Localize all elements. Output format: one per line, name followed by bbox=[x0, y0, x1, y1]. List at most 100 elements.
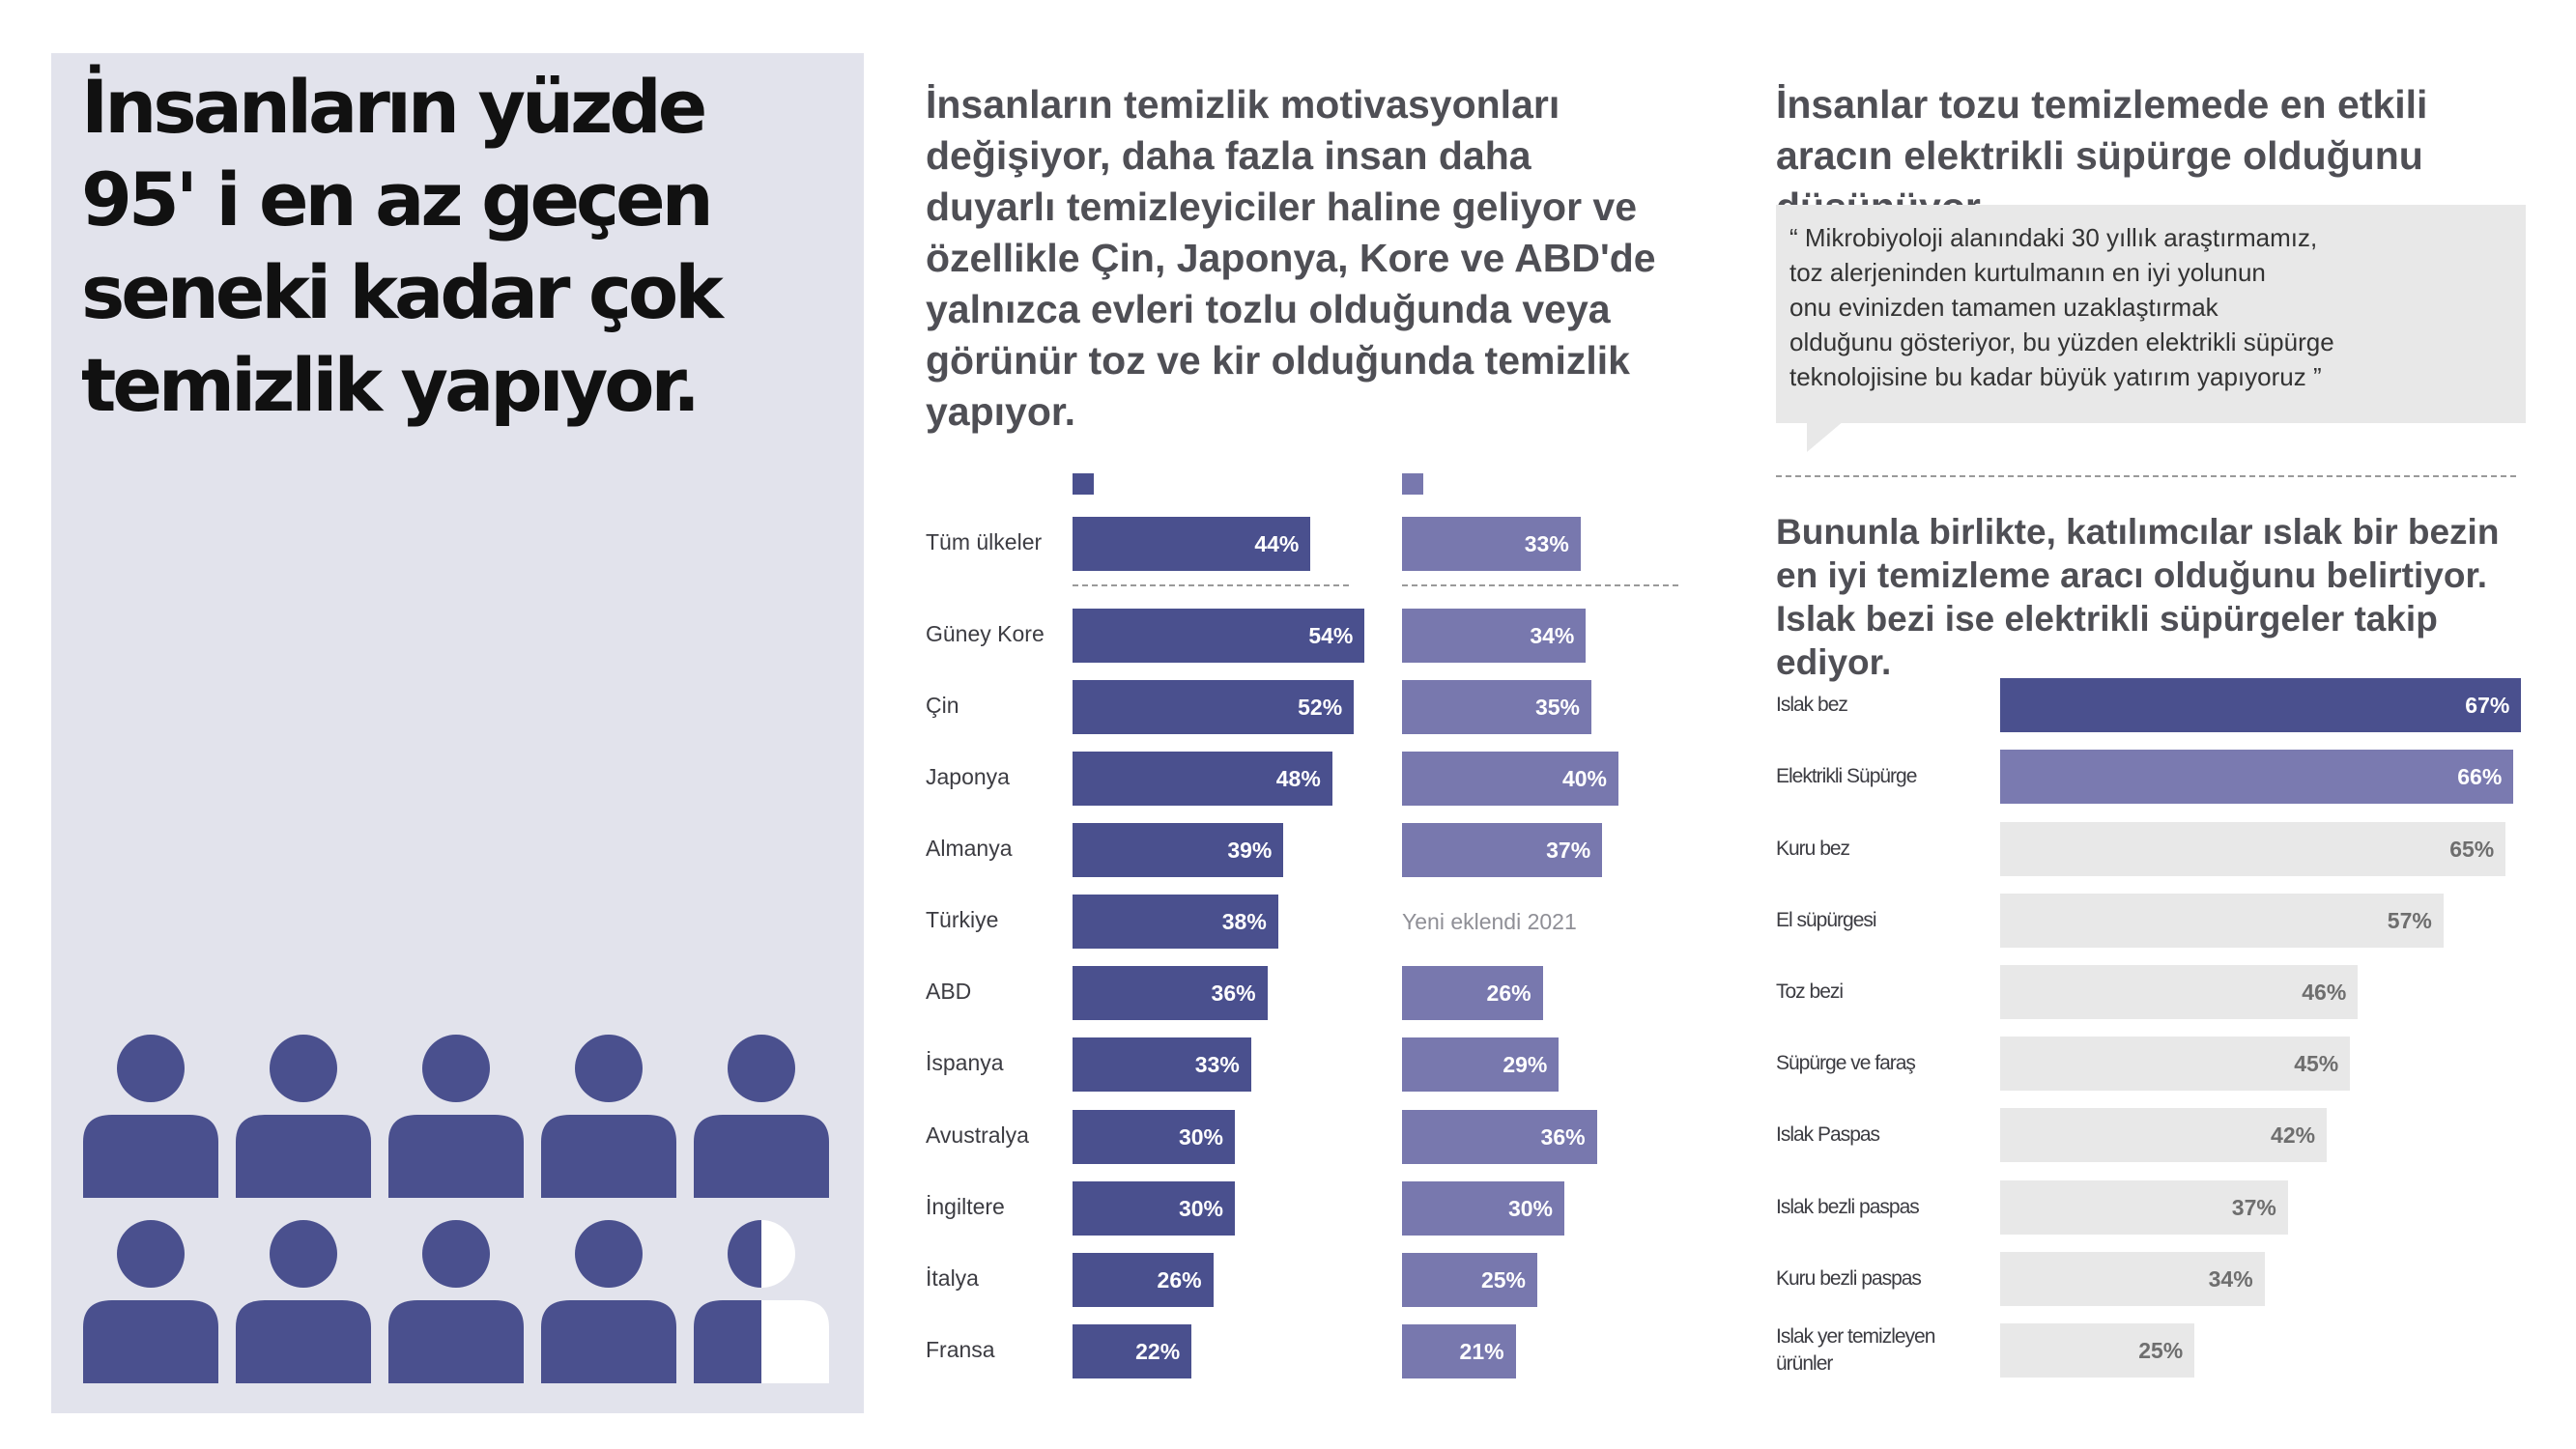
category-label: İtalya bbox=[926, 1265, 979, 1291]
category-label: Türkiye bbox=[926, 907, 999, 932]
bar-series-1 bbox=[1073, 517, 1311, 571]
tool-bar bbox=[2000, 965, 2359, 1019]
category-label: Almanya bbox=[926, 836, 1013, 861]
person-icon bbox=[694, 1034, 829, 1198]
data-label: 38% bbox=[1221, 909, 1267, 934]
divider-series-1 bbox=[1073, 584, 1349, 586]
category-label: Islak Paspas bbox=[1776, 1123, 1880, 1146]
right-divider bbox=[1776, 475, 2516, 477]
data-label: 33% bbox=[1524, 531, 1569, 556]
data-label: 33% bbox=[1194, 1052, 1240, 1077]
tool-bar bbox=[2000, 1180, 2288, 1235]
legend-series-2-swatch bbox=[1402, 473, 1423, 495]
data-label: 36% bbox=[1211, 980, 1256, 1006]
person-icon bbox=[541, 1219, 676, 1383]
category-label: Toz bezi bbox=[1776, 980, 1844, 1003]
category-label: Japonya bbox=[926, 764, 1010, 789]
data-label: 42% bbox=[2271, 1122, 2316, 1148]
new-note: Yeni eklendi 2021 bbox=[1402, 909, 1577, 934]
bar-series-1 bbox=[1073, 609, 1365, 663]
bar-series-1 bbox=[1073, 966, 1268, 1020]
data-label: 21% bbox=[1459, 1339, 1504, 1364]
person-icon bbox=[541, 1034, 676, 1198]
data-label: 39% bbox=[1227, 838, 1273, 863]
data-label: 22% bbox=[1135, 1339, 1181, 1364]
bar-series-1 bbox=[1073, 1181, 1235, 1236]
category-label: Çin bbox=[926, 693, 959, 718]
category-label: İspanya bbox=[926, 1050, 1004, 1075]
category-label: Islak bezli paspas bbox=[1776, 1196, 1920, 1218]
tool-bar bbox=[2000, 822, 2506, 876]
person-icon bbox=[83, 1034, 218, 1198]
bar-series-2 bbox=[1402, 1110, 1597, 1164]
data-label: 44% bbox=[1254, 531, 1300, 556]
bar-series-1 bbox=[1073, 752, 1332, 806]
category-label: Fransa bbox=[926, 1337, 995, 1362]
bar-series-2 bbox=[1402, 1253, 1537, 1307]
tool-bar bbox=[2000, 1323, 2195, 1378]
category-label: İngiltere bbox=[926, 1194, 1005, 1219]
tool-bar bbox=[2000, 1252, 2265, 1306]
data-label: 25% bbox=[1480, 1267, 1526, 1293]
legend-series-1-swatch bbox=[1073, 473, 1094, 495]
category-label: Güney Kore bbox=[926, 621, 1045, 646]
data-label: 34% bbox=[1530, 623, 1575, 648]
data-label: 30% bbox=[1178, 1196, 1223, 1221]
category-label: Kuru bez bbox=[1776, 838, 1850, 860]
category-label: Kuru bezli paspas bbox=[1776, 1267, 1922, 1290]
bar-series-1 bbox=[1073, 1324, 1192, 1378]
bar-series-1 bbox=[1073, 1037, 1251, 1092]
data-label: 46% bbox=[2302, 980, 2347, 1005]
right-title: İnsanlar tozu temizlemede en etkili arac… bbox=[1776, 82, 2428, 229]
data-label: 35% bbox=[1534, 695, 1580, 720]
category-label: ABD bbox=[926, 979, 972, 1004]
person-icon bbox=[83, 1219, 218, 1383]
data-label: 52% bbox=[1298, 695, 1343, 720]
data-label: 37% bbox=[1546, 838, 1591, 863]
data-label: 67% bbox=[2465, 693, 2510, 718]
bar-series-2 bbox=[1402, 517, 1581, 571]
person-icon bbox=[236, 1219, 371, 1383]
quote-box bbox=[1776, 205, 2526, 423]
data-label: 65% bbox=[2449, 837, 2495, 862]
divider-series-2 bbox=[1402, 584, 1678, 586]
bar-series-2 bbox=[1402, 1324, 1516, 1378]
data-label: 26% bbox=[1486, 980, 1531, 1006]
person-icon bbox=[236, 1034, 371, 1198]
category-label: Islak yer temizleyen ürünler bbox=[1776, 1325, 1935, 1375]
category-label: Tüm ülkeler bbox=[926, 529, 1043, 554]
middle-title: İnsanların temizlik motivasyonları değiş… bbox=[926, 82, 1656, 434]
bar-series-1 bbox=[1073, 680, 1355, 734]
tool-bar bbox=[2000, 894, 2444, 948]
data-label: 57% bbox=[2387, 908, 2432, 933]
left-panel: İnsanların yüzde 95' i en az geçen senek… bbox=[51, 53, 864, 1413]
category-label: Avustralya bbox=[926, 1122, 1029, 1148]
data-label: 26% bbox=[1157, 1267, 1202, 1293]
bar-series-2 bbox=[1402, 823, 1603, 877]
tool-bar bbox=[2000, 750, 2514, 804]
data-label: 66% bbox=[2457, 764, 2503, 789]
bar-series-1 bbox=[1073, 895, 1278, 949]
quote-text: “ Mikrobiyoloji alanındaki 30 yıllık ara… bbox=[1789, 223, 2334, 391]
category-label: Süpürge ve faraş bbox=[1776, 1052, 1916, 1074]
category-label: Islak bez bbox=[1776, 694, 1848, 716]
tool-bar bbox=[2000, 1037, 2351, 1091]
quote-tail bbox=[1807, 421, 1844, 452]
tools-subtitle: Bununla birlikte, katılımcılar ıslak bir… bbox=[1776, 512, 2500, 682]
data-label: 30% bbox=[1507, 1196, 1553, 1221]
bar-series-2 bbox=[1402, 1037, 1560, 1092]
bar-series-1 bbox=[1073, 823, 1284, 877]
data-label: 29% bbox=[1503, 1052, 1548, 1077]
headline: İnsanların yüzde 95' i en az geçen senek… bbox=[81, 64, 724, 428]
data-label: 54% bbox=[1308, 623, 1354, 648]
data-label: 36% bbox=[1540, 1124, 1586, 1150]
person-icon bbox=[388, 1034, 524, 1198]
data-label: 34% bbox=[2208, 1266, 2253, 1292]
bar-series-1 bbox=[1073, 1253, 1214, 1307]
data-label: 30% bbox=[1178, 1124, 1223, 1150]
category-label: Elektrikli Süpürge bbox=[1776, 765, 1917, 787]
data-label: 37% bbox=[2231, 1195, 2276, 1220]
data-label: 48% bbox=[1275, 766, 1321, 791]
data-label: 45% bbox=[2294, 1051, 2339, 1076]
data-label: 25% bbox=[2138, 1338, 2184, 1363]
